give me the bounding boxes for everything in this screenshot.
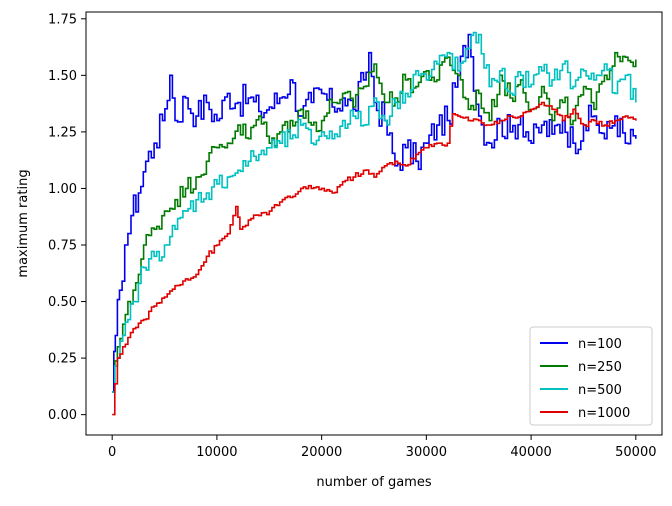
y-tick-label: 1.25	[48, 125, 77, 140]
x-tick-label: 10000	[196, 445, 237, 460]
x-tick-label: 30000	[406, 445, 447, 460]
series-line-n-1000	[112, 101, 637, 416]
x-axis-label: number of games	[316, 475, 431, 490]
legend: n=100 n=250 n=500 n=1000	[529, 326, 653, 426]
legend-label: n=250	[578, 360, 622, 375]
y-tick-label: 0.25	[48, 352, 77, 367]
legend-label: n=500	[578, 383, 622, 398]
legend-label: n=100	[578, 337, 622, 352]
series-line-n-100	[112, 33, 637, 393]
y-tick-label: 1.00	[48, 182, 77, 197]
series-line-n-500	[112, 31, 637, 393]
y-tick-label: 0.00	[48, 408, 77, 423]
plot-area	[112, 31, 637, 416]
y-tick-label: 1.75	[48, 12, 77, 27]
x-tick-label: 40000	[510, 445, 551, 460]
legend-box	[529, 326, 653, 426]
x-tick-label: 0	[108, 445, 116, 460]
y-tick-label: 0.75	[48, 238, 77, 253]
legend-label: n=1000	[578, 406, 630, 421]
x-tick-label: 50000	[615, 445, 656, 460]
series-line-n-250	[112, 51, 637, 393]
y-tick-label: 1.50	[48, 69, 77, 84]
y-tick-label: 0.50	[48, 295, 77, 310]
x-tick-label: 20000	[301, 445, 342, 460]
y-axis-ticks: 0.00 0.25 0.50 0.75 1.00 1.25 1.50 1.75	[48, 12, 86, 423]
x-axis-ticks: 0 10000 20000 30000 40000 50000	[108, 435, 656, 460]
y-axis-label: maximum rating	[16, 169, 31, 277]
plot-frame	[85, 11, 663, 436]
